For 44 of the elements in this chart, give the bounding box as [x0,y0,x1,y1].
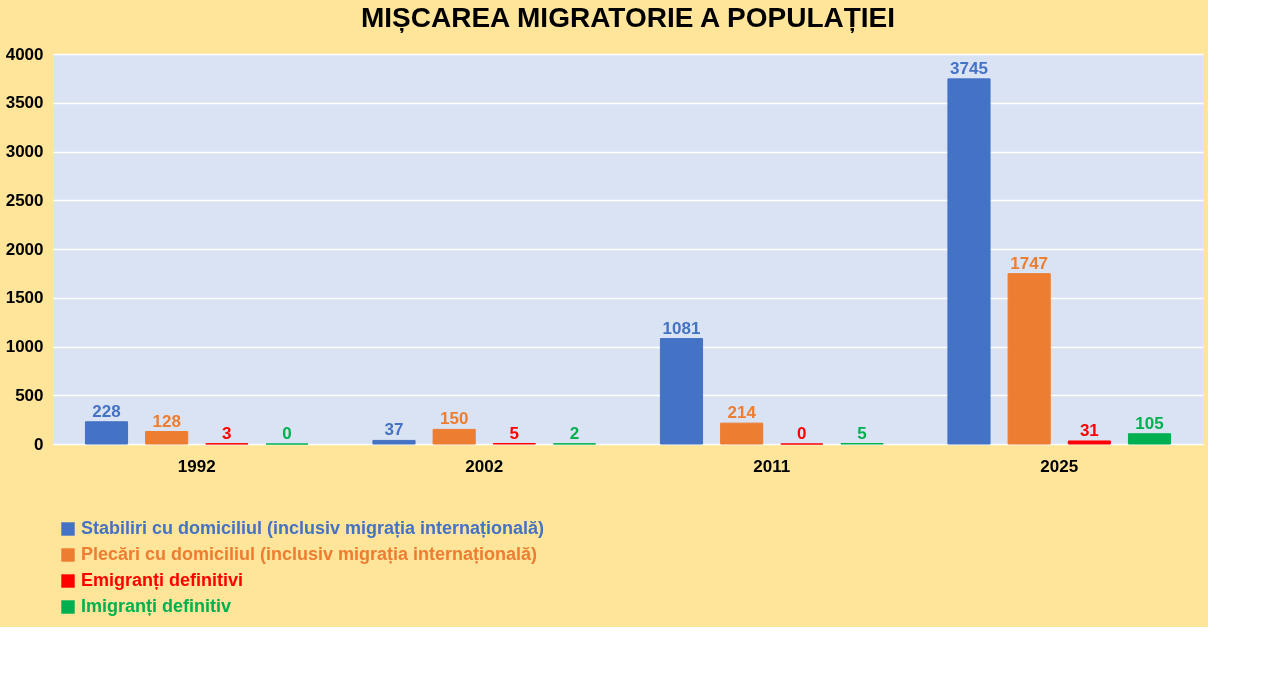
data-label: 1747 [1010,253,1049,273]
data-label: 105 [1135,413,1164,433]
y-tick-label: 2000 [5,239,44,259]
data-label: 31 [1079,420,1099,440]
bar [659,338,704,445]
data-label: 150 [439,409,469,429]
legend-label: Emigranți definitivi [81,570,244,590]
legend-label: Plecări cu domiciliul (inclusiv migrația internațională) [81,544,538,564]
data-label: 1081 [662,318,701,338]
chart-title: MIȘCAREA MIGRATORIE A POPULAȚIEI [360,2,896,33]
y-tick-label: 1000 [5,337,44,356]
data-label: 3745 [950,58,988,78]
legend-label: Imigranți definitiv [81,596,232,616]
data-label: 2 [569,423,580,443]
data-label: 0 [282,424,292,443]
x-tick-label: 1992 [177,456,216,476]
x-tick-label: 2011 [753,456,791,476]
data-label: 3 [222,423,232,443]
y-tick-label: 500 [15,385,44,405]
data-label: 0 [797,424,807,443]
data-label: 5 [857,423,867,443]
bar [947,78,991,445]
y-tick-label: 3000 [5,142,44,161]
bar [1067,440,1111,445]
bar [1007,273,1051,445]
bar [145,431,189,445]
x-tick-label: 2002 [465,456,504,476]
bar [372,439,416,445]
data-label: 37 [384,420,404,440]
y-tick-label: 1500 [5,288,44,308]
data-label: 214 [727,403,757,423]
y-tick-label: 0 [34,434,44,454]
y-tick-label: 2500 [5,190,44,210]
bar [720,422,764,445]
data-label: 128 [152,411,181,431]
y-tick-label: 3500 [5,93,44,113]
data-label: 228 [92,401,121,421]
data-label: 5 [509,423,520,443]
legend-label: Stabiliri cu domiciliul (inclusiv migrația internațională) [81,518,545,538]
x-tick-label: 2025 [1040,456,1079,476]
y-tick-label: 4000 [5,44,44,64]
bar [84,421,129,445]
bar [1127,433,1172,445]
bar [432,428,476,445]
